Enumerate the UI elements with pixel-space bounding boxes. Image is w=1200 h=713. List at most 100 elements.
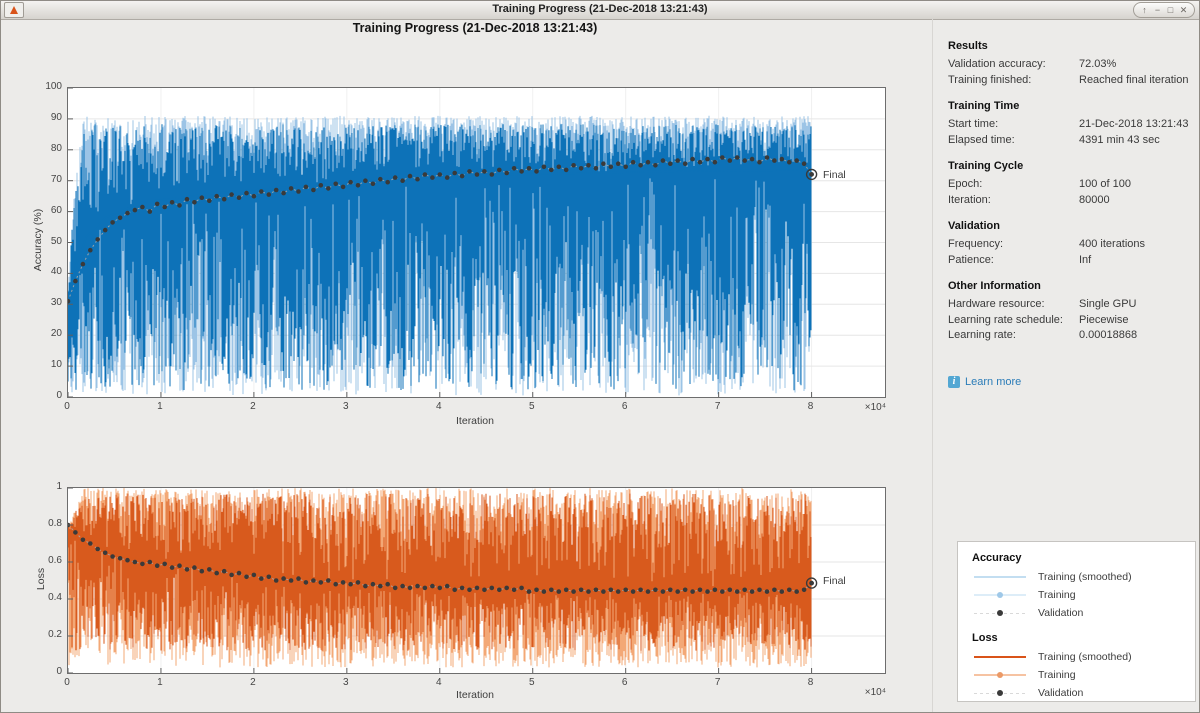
legend-glyph-line [972,653,1028,661]
x-tick-label: 0 [64,401,70,412]
y-tick-label: 80 [50,142,62,154]
x-tick-label: 6 [621,677,628,688]
learn-more-link[interactable]: i Learn more [948,375,1196,388]
x-tick-label: 3 [343,401,349,412]
legend-entry: Training [972,586,1189,604]
legend-entry-label: Training [1038,669,1076,681]
x-tick-label: 1 [157,677,163,688]
legend-entry-label: Validation [1038,607,1084,619]
loss-chart-svg [65,487,885,674]
loss-plot-area [65,487,886,674]
panel-row: Frequency: 400 iterations [948,237,1196,253]
row-value: 72.03% [1079,58,1117,70]
y-tick-label: 60 [50,204,62,216]
matlab-logo-icon[interactable] [4,2,24,18]
close-button[interactable]: ✕ [1179,4,1188,15]
panel-row: Epoch: 100 of 100 [948,177,1196,193]
row-label: Validation accuracy: [948,58,1046,70]
x-tick-label: 7 [714,401,721,412]
section-heading: Validation [948,220,1000,232]
shade-button[interactable]: ↑ [1142,4,1147,15]
window-controls: ↑ − □ ✕ [1133,2,1195,18]
learn-more-label: Learn more [965,375,1022,388]
legend-entry-label: Training [1038,589,1076,601]
row-label: Patience: [948,253,994,266]
minimize-button[interactable]: − [1154,4,1161,15]
legend-entry: Validation [972,684,1189,702]
row-label: Elapsed time: [948,133,1015,146]
x-tick-label: 2 [250,401,256,412]
x-tick-label: 8 [807,401,814,412]
y-tick-label: 0 [56,390,62,401]
panel-row: Learning rate: 0.00018868 [948,328,1196,344]
x-tick-label: 5 [528,401,535,412]
panel-section: Training Cycle Epoch: 100 of 100 Iteration:… [948,158,1196,208]
legend-glyph-dash-dot [972,689,1028,697]
row-value: 4391 min 43 sec [1079,133,1160,146]
accuracy-chart-svg [65,87,885,398]
panel-row: Hardware resource: Single GPU [948,297,1196,313]
panel-section: Validation Frequency: 400 iterations Patien… [948,218,1196,268]
section-heading: Results [948,40,988,52]
y-tick-label: 100 [45,81,62,92]
window-titlebar[interactable]: Training Progress (21-Dec-2018 13:21:43)… [0,0,1200,20]
panel-divider [932,19,933,712]
y-tick-label: 0.4 [48,592,62,603]
y-tick-label: 10 [50,359,62,371]
row-label: Frequency: [948,238,1004,250]
row-value: 21-Dec-2018 13:21:43 [1079,118,1189,130]
section-heading: Other Information [948,280,1041,292]
panel-row: Learning rate schedule: Piecewise [948,313,1196,329]
row-label: Learning rate schedule: [948,313,1063,326]
maximize-button[interactable]: □ [1167,4,1174,15]
y-tick-label: 0.6 [48,555,62,566]
y-tick-label: 30 [50,297,62,309]
panel-row: Training finished: Reached final iteratio… [948,73,1196,89]
x-tick-label: 5 [528,677,535,688]
y-tick-label: 40 [50,266,62,278]
legend-group-heading: Loss [972,632,998,644]
panel-section: Training Time Start time: 21-Dec-2018 13:2… [948,98,1196,148]
loss-final-label: Final [823,575,846,587]
accuracy-x-exponent: ×10⁴ [864,402,886,413]
loss-y-axis-label: Loss [35,567,47,591]
x-tick-label: 4 [436,677,442,688]
panel-row: Elapsed time: 4391 min 43 sec [948,133,1196,149]
row-label: Start time: [948,118,999,130]
y-tick-label: 0.2 [48,629,62,640]
loss-x-axis-label: Iteration [456,689,494,701]
x-tick-label: 3 [343,677,349,688]
y-tick-label: 90 [50,111,62,123]
row-value: 80000 [1079,193,1110,206]
panel-section: Other Information Hardware resource: Singl… [948,278,1196,344]
info-icon: i [948,375,960,388]
y-tick-label: 20 [50,328,62,340]
row-value: Single GPU [1079,298,1137,310]
legend-entry-label: Validation [1038,687,1084,699]
accuracy-plot-area [65,87,886,398]
x-tick-label: 8 [807,677,814,688]
y-tick-label: 1 [56,481,62,492]
accuracy-final-label: Final [823,169,846,181]
legend-entry: Training (smoothed) [972,568,1189,586]
section-heading: Training Time [948,100,1020,112]
chart-legend: Accuracy Training (smoothed) Training Valid… [957,541,1196,702]
x-tick-label: 4 [436,401,442,412]
row-value: Piecewise [1079,313,1129,326]
legend-entry-label: Training (smoothed) [1038,651,1132,663]
row-value: 100 of 100 [1079,178,1131,190]
x-tick-label: 1 [157,401,163,412]
legend-entry: Validation [972,604,1189,622]
panel-row: Validation accuracy: 72.03% [948,57,1196,73]
y-tick-label: 50 [50,235,62,247]
accuracy-x-axis-label: Iteration [456,415,494,427]
legend-entry: Training (smoothed) [972,648,1189,666]
panel-section: Results Validation accuracy: 72.03% Trainin… [948,38,1196,88]
legend-glyph-line [972,573,1028,581]
legend-entry: Training [972,666,1189,684]
legend-glyph-dash-dot [972,609,1028,617]
y-tick-label: 70 [50,173,62,185]
window-title: Training Progress (21-Dec-2018 13:21:43) [492,3,708,15]
y-tick-label: 0.8 [48,518,62,529]
legend-glyph-line-dot [972,671,1028,679]
